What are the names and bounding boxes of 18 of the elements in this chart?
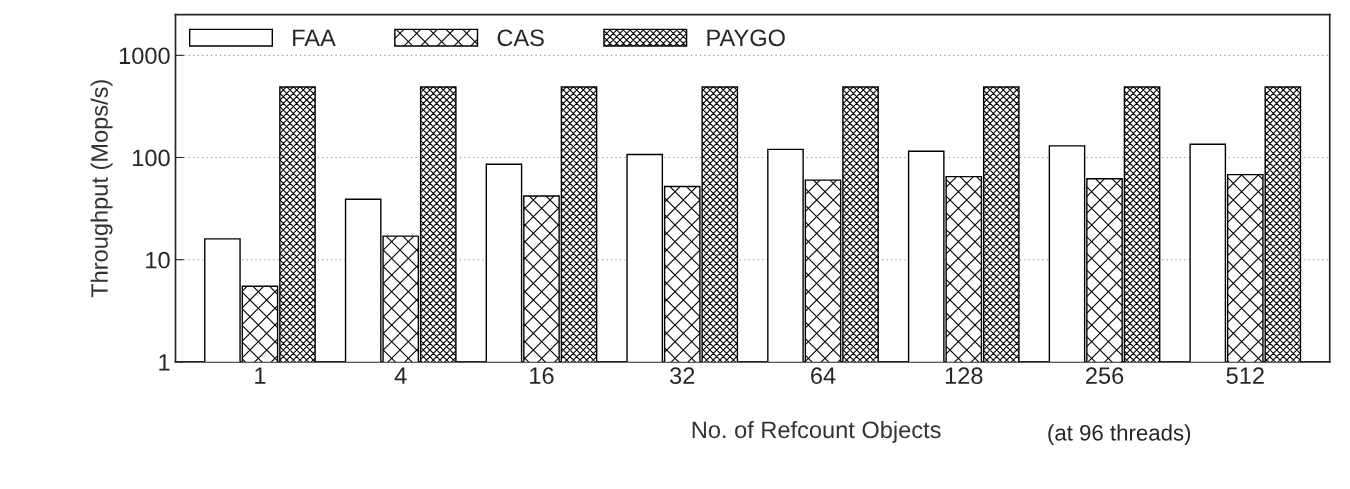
legend-label: FAA: [293, 29, 336, 46]
text: (at 96 threads): [1048, 424, 1191, 446]
x-tick-label: 16: [530, 367, 554, 385]
y-axis-title: Throughput (Mops/s): [90, 80, 113, 298]
y-tick-label: 1000: [119, 47, 170, 65]
legend-label: CAS: [497, 29, 544, 47]
x-axis-title: No. of Refcount Objects: [692, 420, 941, 443]
y-tick-label: 10: [146, 251, 170, 269]
x-tick-label: 128: [945, 367, 983, 385]
x-tick-label: 1: [255, 367, 266, 384]
y-tick-label: 1: [159, 354, 170, 371]
x-tick-label: 64: [811, 367, 836, 385]
y-tick-label: 100: [133, 149, 170, 167]
x-tick-label: 4: [394, 367, 407, 384]
x-tick-label: 256: [1086, 367, 1124, 385]
x-tick-label: 512: [1226, 367, 1264, 385]
legend-label: PAYGO: [707, 29, 785, 47]
x-tick-label: 32: [670, 367, 695, 385]
